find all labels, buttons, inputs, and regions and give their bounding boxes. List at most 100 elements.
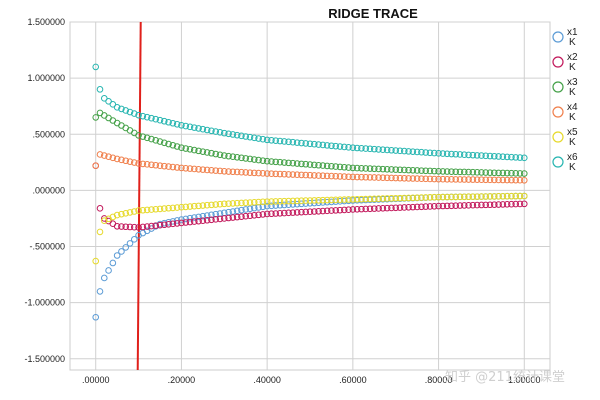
data-point [96,86,104,93]
data-point [199,125,207,133]
data-point [276,209,284,217]
data-point [473,193,481,200]
data-point [306,140,314,148]
data-point [92,313,100,321]
data-point [178,121,185,129]
data-point [203,166,211,174]
data-point [250,198,258,206]
data-point [216,129,224,136]
data-point [173,204,181,211]
data-point [508,200,515,208]
data-point [259,198,267,206]
data-point [379,195,387,202]
y-tick-label: -1.000000 [24,298,65,308]
data-point [349,164,357,172]
data-point [392,204,400,212]
data-point [422,167,430,175]
data-point [473,201,481,209]
data-point [216,215,224,223]
data-point [503,192,511,200]
data-point [156,205,164,213]
data-point [443,150,451,158]
data-point [469,193,477,200]
data-point [229,153,237,161]
data-point [375,195,382,202]
data-point [169,220,177,228]
data-point [473,176,481,183]
data-point [272,170,280,178]
data-point [118,210,125,218]
legend-label-x3: x3 [567,77,578,88]
data-point [255,198,262,206]
data-point [238,168,245,176]
y-tick-label: .000000 [32,185,65,195]
data-point [409,194,417,202]
data-point [298,200,305,208]
data-point [388,204,395,212]
data-point [135,111,142,119]
data-point [323,142,331,149]
data-point [182,164,190,172]
data-point [465,168,472,176]
y-tick-label: 1.000000 [27,73,65,83]
data-point [190,214,198,221]
data-point [503,153,511,161]
data-point [452,168,460,176]
data-point [319,207,327,215]
data-point [379,174,387,182]
data-point [182,203,190,211]
data-point [289,171,297,178]
data-point [152,115,160,123]
data-point [426,175,434,183]
data-point [130,223,138,231]
data-point [345,164,352,171]
legend-marker-x1 [552,31,564,43]
data-point [465,193,472,201]
data-point [293,171,301,179]
data-point [126,158,134,165]
data-point [362,145,370,152]
series-x3 [92,109,528,177]
data-point [336,206,344,214]
data-point [353,164,361,172]
data-point [272,210,280,217]
data-point [212,201,220,208]
data-point [405,175,412,182]
data-point [143,161,151,168]
data-point [285,209,292,217]
data-point [246,155,254,163]
data-point [460,168,468,176]
data-point [405,194,412,202]
data-point [246,199,254,206]
data-point [319,162,327,169]
data-point [186,218,194,226]
data-point [503,176,511,184]
data-point [285,159,292,167]
data-point [319,141,327,149]
data-point [370,195,378,203]
data-point [190,202,198,210]
data-point [486,176,494,184]
data-point [362,195,370,203]
data-point [242,133,250,140]
data-point [203,201,211,209]
data-point [443,193,451,201]
data-point [293,160,301,167]
data-point [160,205,168,212]
data-point [508,169,515,177]
data-point [276,201,284,209]
data-point [118,156,125,164]
y-tick-label: -.500000 [29,242,65,252]
data-point [289,209,297,216]
data-point [443,202,451,210]
series-x6 [92,63,528,162]
data-point [435,202,442,210]
data-point [435,193,442,201]
data-point [345,196,352,203]
data-point [499,201,507,208]
data-point [392,166,400,173]
data-point [105,153,112,161]
data-point [508,176,515,184]
data-point [208,201,215,209]
data-point [413,167,421,174]
